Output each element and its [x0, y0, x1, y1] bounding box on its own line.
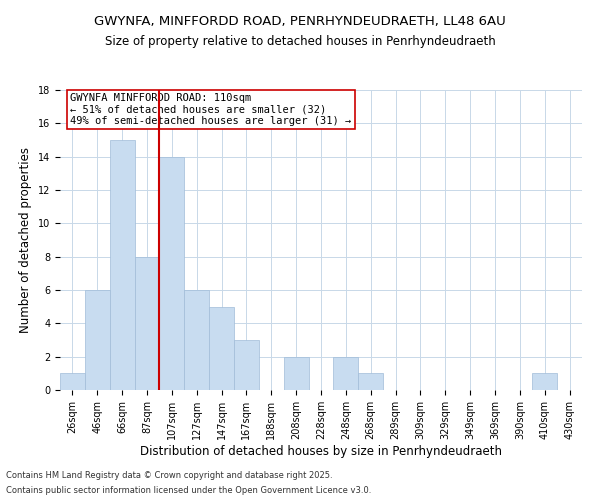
Bar — [85, 290, 110, 390]
Y-axis label: Number of detached properties: Number of detached properties — [19, 147, 32, 333]
Text: GWYNFA, MINFFORDD ROAD, PENRHYNDEUDRAETH, LL48 6AU: GWYNFA, MINFFORDD ROAD, PENRHYNDEUDRAETH… — [94, 15, 506, 28]
Text: Size of property relative to detached houses in Penrhyndeudraeth: Size of property relative to detached ho… — [104, 35, 496, 48]
Text: GWYNFA MINFFORDD ROAD: 110sqm
← 51% of detached houses are smaller (32)
49% of s: GWYNFA MINFFORDD ROAD: 110sqm ← 51% of d… — [70, 93, 352, 126]
Bar — [284, 356, 308, 390]
Bar — [60, 374, 85, 390]
X-axis label: Distribution of detached houses by size in Penrhyndeudraeth: Distribution of detached houses by size … — [140, 444, 502, 458]
Bar — [184, 290, 209, 390]
Bar — [358, 374, 383, 390]
Text: Contains public sector information licensed under the Open Government Licence v3: Contains public sector information licen… — [6, 486, 371, 495]
Bar — [110, 140, 134, 390]
Bar — [334, 356, 358, 390]
Bar — [532, 374, 557, 390]
Bar — [234, 340, 259, 390]
Text: Contains HM Land Registry data © Crown copyright and database right 2025.: Contains HM Land Registry data © Crown c… — [6, 471, 332, 480]
Bar — [209, 306, 234, 390]
Bar — [134, 256, 160, 390]
Bar — [160, 156, 184, 390]
